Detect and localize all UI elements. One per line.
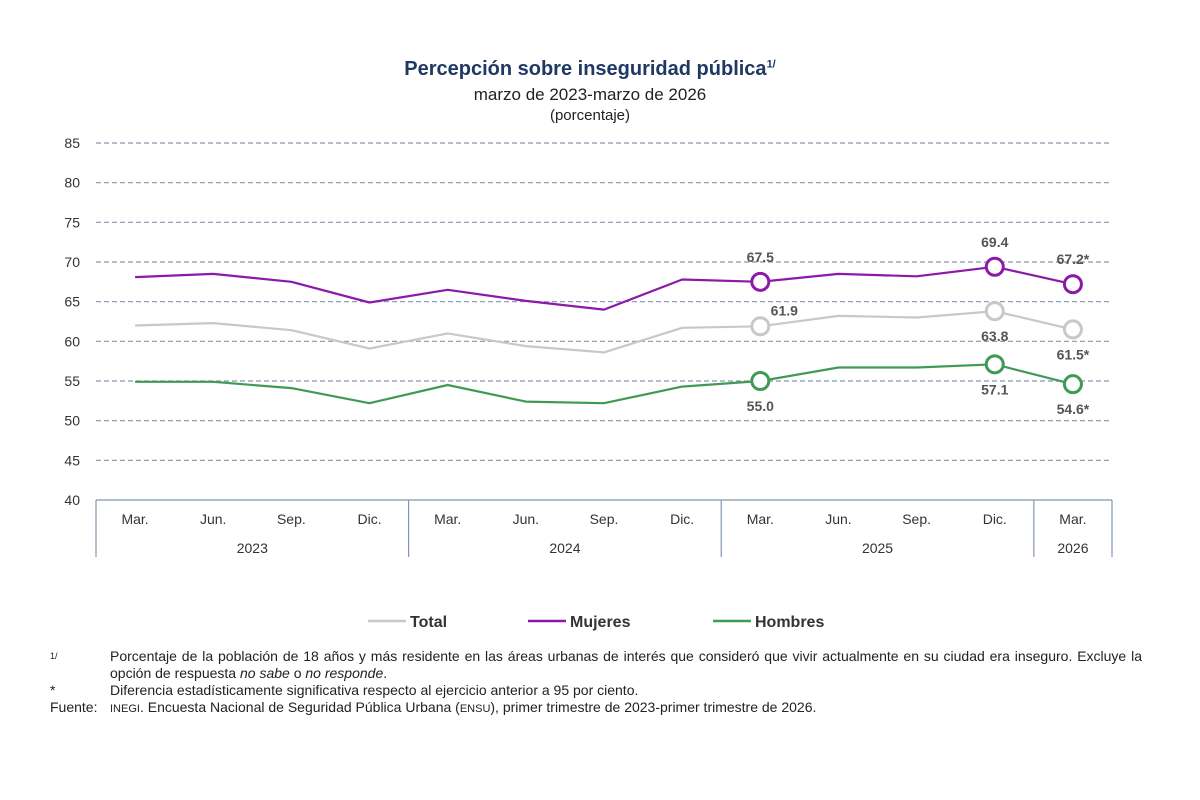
data-point-mujeres — [984, 256, 1005, 277]
x-tick-label: Mar. — [747, 511, 774, 527]
y-tick-label: 80 — [64, 175, 80, 191]
data-label: 61.5* — [1057, 346, 1090, 362]
y-tick-label: 45 — [64, 452, 80, 468]
data-label: 63.8 — [981, 328, 1008, 344]
data-label: 55.0 — [747, 398, 774, 414]
title-superscript: 1/ — [766, 58, 776, 71]
line-chart: 40 45 50 55 60 65 70 75 80 85 Mar. Jun. Sep. Dic. Mar.… — [64, 135, 1113, 631]
footnote-text: Porcentaje de la población de 18 años y … — [110, 648, 1142, 681]
footnote-1: 1/ Porcentaje de la población de 18 años… — [50, 648, 1142, 682]
source-text: INEGI. Encuesta Nacional de Seguridad Pú… — [110, 699, 817, 715]
x-tick-label: Sep. — [277, 511, 306, 527]
y-tick-label: 65 — [64, 294, 80, 310]
data-point-hombres — [1062, 374, 1083, 395]
x-tick-label: Dic. — [983, 511, 1007, 527]
chart-unit: (porcentaje) — [549, 107, 631, 124]
x-tick-label: Dic. — [670, 511, 694, 527]
y-tick-label: 55 — [64, 373, 80, 389]
legend-label-mujeres: Mujeres — [570, 614, 631, 631]
year-label: 2024 — [549, 540, 580, 556]
data-point-total — [984, 301, 1005, 322]
data-label: 67.2* — [1057, 251, 1090, 267]
year-label: 2025 — [862, 540, 893, 556]
x-tick-label: Dic. — [357, 511, 381, 527]
data-point-total — [1062, 319, 1083, 340]
x-tick-label: Jun. — [825, 511, 851, 527]
y-tick-label: 60 — [64, 333, 80, 349]
star-mark: * — [50, 682, 56, 698]
chart-notes: 1/ Porcentaje de la población de 18 años… — [50, 648, 1142, 718]
footnote-mark: 1/ — [50, 651, 58, 661]
y-tick-label: 50 — [64, 413, 80, 429]
chart-subtitle: marzo de 2023-marzo de 2026 — [473, 85, 707, 104]
x-tick-label: Mar. — [121, 511, 148, 527]
data-point-hombres — [750, 371, 771, 391]
series-line-hombres — [135, 363, 1074, 405]
data-point-total — [750, 316, 771, 337]
year-label: 2026 — [1057, 540, 1088, 556]
x-tick-label: Mar. — [434, 511, 461, 527]
x-tick-label: Sep. — [902, 511, 931, 527]
source-label: Fuente: — [50, 699, 98, 715]
data-point-mujeres — [1062, 274, 1083, 295]
data-point-mujeres — [750, 271, 771, 292]
y-tick-label: 75 — [64, 214, 80, 230]
data-point-hombres — [984, 354, 1005, 375]
source-note: Fuente: INEGI. Encuesta Nacional de Segu… — [50, 699, 1142, 718]
x-tick-label: Mar. — [1059, 511, 1086, 527]
x-tick-label: Jun. — [200, 511, 226, 527]
y-tick-label: 40 — [64, 492, 80, 508]
y-tick-label: 85 — [64, 135, 80, 151]
data-label: 67.5 — [747, 249, 774, 265]
chart-title: Percepción sobre inseguridad pública1/ — [404, 58, 776, 80]
x-tick-label: Jun. — [513, 511, 539, 527]
series-line-total — [135, 310, 1074, 354]
year-label: 2023 — [237, 540, 268, 556]
y-tick-label: 70 — [64, 254, 80, 270]
legend-label-total: Total — [410, 614, 447, 631]
data-label: 61.9 — [771, 302, 798, 318]
chart-titles: Percepción sobre inseguridad pública1/ m… — [0, 58, 1180, 124]
data-label: 69.4 — [981, 234, 1008, 250]
series-line-mujeres — [135, 265, 1074, 311]
legend-label-hombres: Hombres — [755, 614, 824, 631]
data-label: 54.6* — [1057, 401, 1090, 417]
data-label: 57.1 — [981, 381, 1008, 397]
star-text: Diferencia estadísticamente significativ… — [110, 682, 639, 698]
x-tick-label: Sep. — [590, 511, 619, 527]
footnote-star: * Diferencia estadísticamente significat… — [50, 682, 1142, 699]
